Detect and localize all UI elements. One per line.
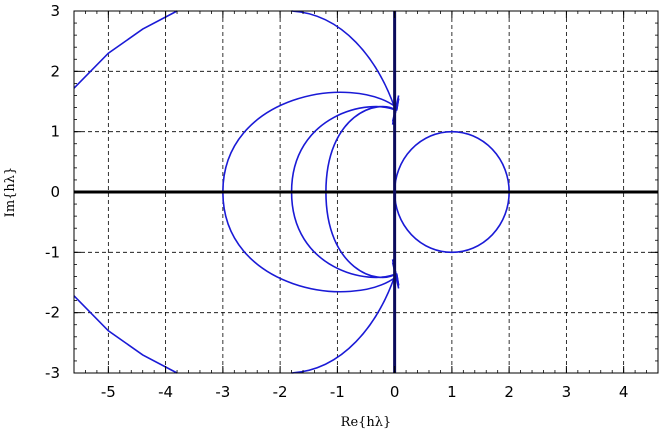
ticks bbox=[73, 10, 659, 374]
x-tick-label: 4 bbox=[619, 383, 629, 401]
x-tick-label: -1 bbox=[330, 383, 345, 401]
y-tick-label: -1 bbox=[45, 243, 60, 261]
y-tick-label: 2 bbox=[50, 62, 60, 80]
y-tick-label: -2 bbox=[45, 304, 60, 322]
x-tick-label: -4 bbox=[158, 383, 173, 401]
x-tick-label: -5 bbox=[101, 383, 116, 401]
x-tick-label: 0 bbox=[390, 383, 400, 401]
x-tick-label: 1 bbox=[447, 383, 457, 401]
axes bbox=[74, 11, 658, 373]
curve-outer-arc-top bbox=[73, 10, 178, 89]
y-axis-label: Im{hλ} bbox=[3, 167, 18, 218]
curve-outer-arc-top-return bbox=[291, 10, 396, 108]
grid-lines bbox=[74, 11, 658, 373]
y-tick-label: 3 bbox=[50, 2, 60, 20]
x-tick-label: -3 bbox=[215, 383, 230, 401]
x-tick-label: 3 bbox=[562, 383, 572, 401]
x-axis-label: Re{hλ} bbox=[341, 415, 392, 430]
y-tick-label: 0 bbox=[50, 183, 60, 201]
y-tick-labels: -3 -2 -1 0 1 2 3 bbox=[45, 2, 60, 382]
x-tick-label: -2 bbox=[273, 383, 288, 401]
x-tick-label: 2 bbox=[504, 383, 514, 401]
y-tick-label: 1 bbox=[50, 123, 60, 141]
y-tick-label: -3 bbox=[45, 364, 60, 382]
x-tick-labels: -5 -4 -3 -2 -1 0 1 2 3 4 bbox=[101, 383, 629, 401]
curve-outer-arc-bottom-return bbox=[291, 276, 396, 374]
curve-outer-arc-bottom bbox=[73, 295, 178, 374]
